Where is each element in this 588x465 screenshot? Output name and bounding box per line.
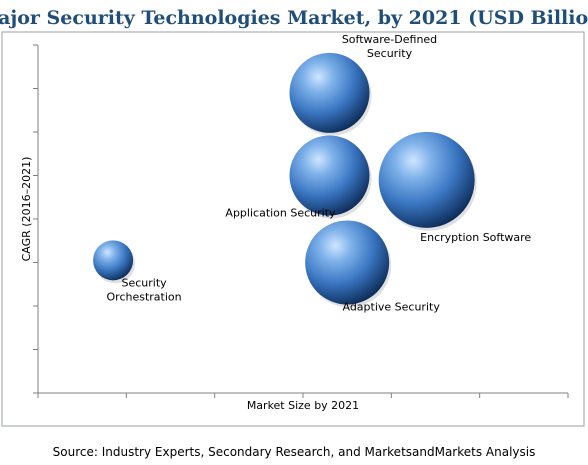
bubble-label: Encryption Software: [420, 231, 531, 244]
bubble-layer: [93, 52, 477, 308]
bubble-label: Application Security: [225, 207, 336, 220]
x-axis-ticks: [37, 393, 569, 398]
bubble-encryption-software: [378, 131, 475, 228]
bubble-label: Adaptive Security: [342, 301, 440, 314]
bubble-label-layer: Software-Defined Security Application Secu…: [107, 33, 532, 314]
bubble-security-orchestration: [93, 240, 134, 281]
bubble-adaptive-security: [305, 220, 390, 305]
bubble-software-defined-security: [289, 52, 370, 133]
y-axis-ticks: [33, 44, 38, 394]
bubble-label: Security Orchestration: [107, 276, 182, 303]
source-note: Source: Industry Experts, Secondary Rese…: [53, 445, 536, 459]
y-axis-label: CAGR (2016–2021): [20, 157, 33, 262]
x-axis-label: Market Size by 2021: [247, 399, 359, 412]
bubble-label: Software-Defined Security: [342, 33, 437, 60]
chart-title: Major Security Technologies Market, by 2…: [0, 7, 588, 29]
bubble-application-security: [289, 135, 370, 216]
